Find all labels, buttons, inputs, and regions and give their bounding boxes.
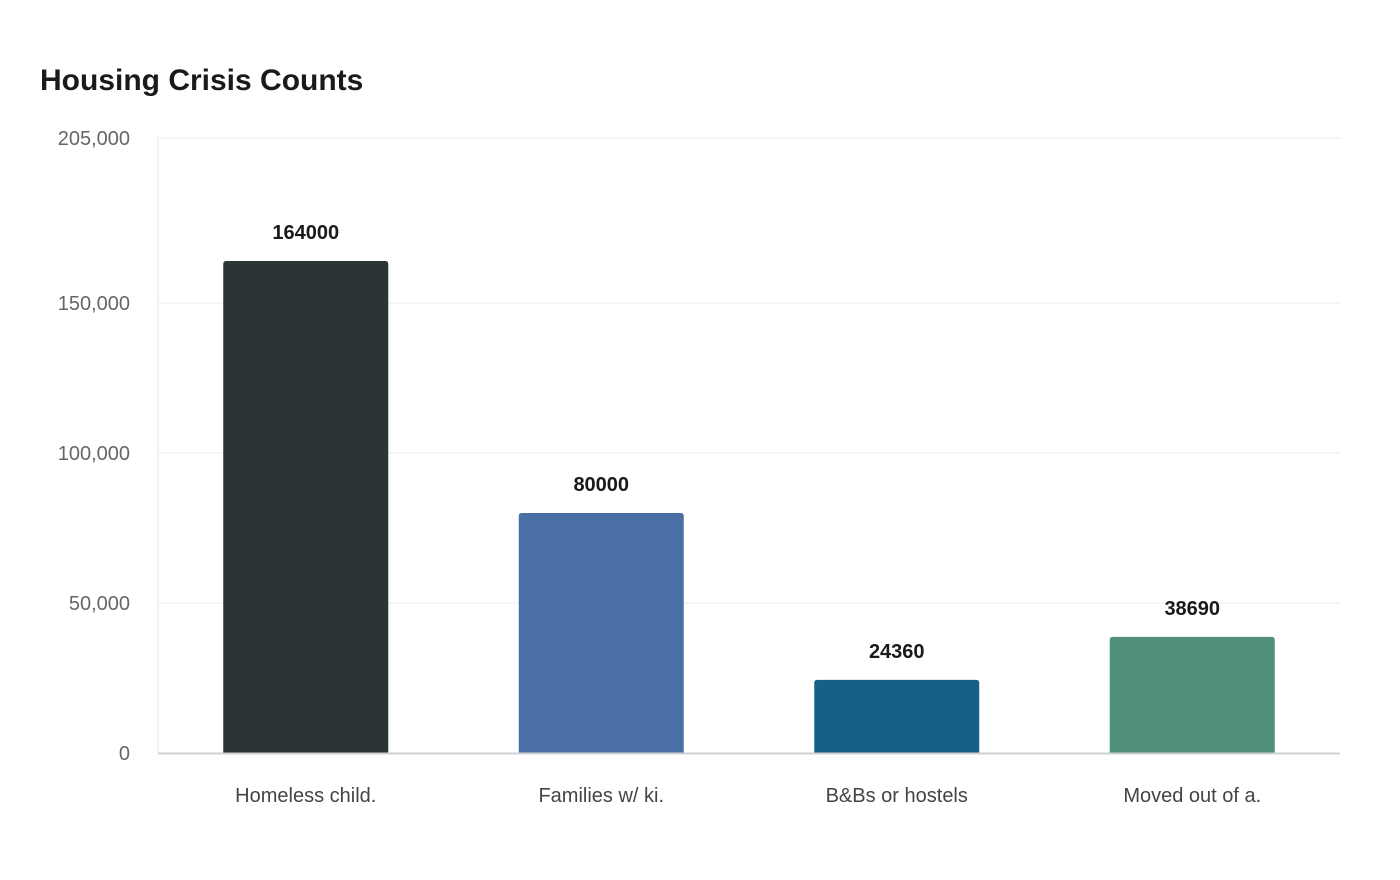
x-tick-label: Families w/ ki.: [538, 785, 664, 807]
data-label: 80000: [573, 474, 629, 496]
bar: [814, 679, 980, 753]
data-label: 38690: [1164, 598, 1220, 620]
bar: [518, 513, 684, 753]
x-tick-label: Moved out of a.: [1123, 785, 1261, 807]
y-tick-label: 150,000: [58, 293, 130, 315]
bars: 164000 80000 24360 38690: [223, 222, 1275, 753]
y-axis: 0 50,000 100,000 150,000 205,000: [58, 128, 159, 765]
x-tick-label: B&Bs or hostels: [826, 785, 968, 807]
bar: [1109, 636, 1275, 753]
data-label: 24360: [869, 641, 925, 663]
data-label: 164000: [272, 222, 339, 244]
bar: [223, 261, 389, 753]
chart-title: Housing Crisis Counts: [40, 64, 363, 97]
y-tick-label: 205,000: [58, 128, 130, 150]
y-tick-label: 0: [119, 743, 130, 765]
y-tick-label: 50,000: [69, 593, 130, 615]
x-tick-label: Homeless child.: [235, 785, 376, 807]
y-tick-label: 100,000: [58, 443, 130, 465]
x-axis: Homeless child. Families w/ ki. B&Bs or ho…: [158, 752, 1340, 807]
